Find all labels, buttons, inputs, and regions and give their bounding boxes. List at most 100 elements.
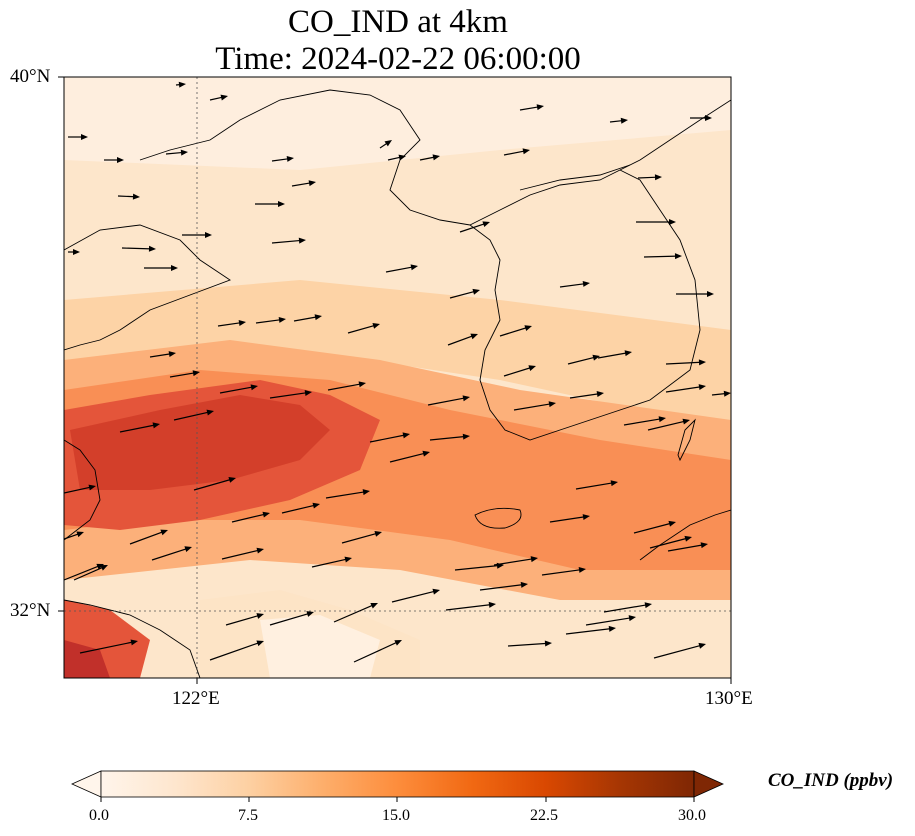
wind-vector-shaft [311, 558, 348, 568]
wind-vector-shaft [389, 452, 426, 463]
wind-vector-head [472, 288, 480, 295]
wind-vector-head [160, 529, 168, 536]
wind-vector-shaft [119, 424, 156, 433]
wind-vector-shaft [64, 565, 100, 581]
wind-vector-shaft [353, 641, 398, 663]
wind-vector-head [384, 140, 392, 147]
wind-vector-shaft [341, 532, 378, 544]
lon-label-122e: 122°E [172, 688, 220, 709]
colorbar-high-extend [693, 770, 724, 798]
wind-vector-shaft [387, 156, 402, 161]
wind-vector-shaft [667, 544, 704, 552]
colorbar-tick-label: 22.5 [530, 807, 558, 824]
wind-vector-shaft [291, 182, 312, 187]
wind-vector-shaft [507, 642, 548, 647]
map-frame [63, 76, 732, 679]
wind-vector-head [286, 155, 294, 162]
concentration-field [64, 77, 731, 678]
wind-vector-head [669, 219, 676, 225]
wind-vector-head [700, 542, 708, 549]
wind-vector-shaft [454, 564, 500, 571]
wind-vector-shaft [609, 119, 624, 123]
wind-vector-shaft [493, 558, 534, 566]
wind-vector-shaft [447, 335, 474, 346]
wind-vectors [64, 81, 731, 663]
wind-vector-head [81, 134, 88, 140]
wind-vector-shaft [479, 584, 524, 591]
wind-vector-head [304, 390, 312, 396]
wind-vector-head [256, 640, 264, 647]
wind-vector-shaft [567, 356, 596, 365]
wind-vector-head [394, 640, 402, 646]
wind-vector-shaft [665, 386, 702, 393]
wind-vector-shaft [541, 569, 582, 576]
wind-vector-head [432, 588, 440, 595]
wind-vector-head [184, 546, 192, 553]
wind-vector-shaft [293, 316, 318, 322]
wind-vector-shaft [603, 604, 648, 613]
wind-vector-head [178, 81, 186, 88]
wind-vector-head [180, 149, 188, 156]
colorbar-tick-label: 30.0 [678, 807, 706, 824]
colorbar-label: CO_IND (ppbv) [768, 770, 894, 791]
lat-label-40n: 40°N [10, 66, 51, 87]
wind-vector-shaft [219, 386, 254, 394]
wind-vector-head [256, 547, 264, 554]
wind-vector-head [654, 174, 662, 181]
wind-vector-head [278, 201, 285, 207]
wind-vector-head [462, 395, 470, 402]
wind-vector-shaft [637, 176, 658, 179]
wind-vector-shaft [711, 392, 727, 396]
colorbar-tick-label: 0.0 [89, 807, 109, 824]
wind-vector-shaft [129, 531, 164, 545]
wind-vector-head [682, 418, 690, 425]
wind-vector-head [130, 639, 138, 646]
wind-vector-head [582, 514, 590, 521]
wind-vector-shaft [597, 352, 628, 359]
axis-ticks [58, 76, 732, 684]
wind-vector-shaft [665, 361, 702, 365]
wind-vector-shaft [64, 533, 80, 540]
wind-vector-shaft [173, 411, 210, 421]
wind-vector-head [698, 359, 706, 366]
map-time-subtitle: Time: 2024-02-22 06:00:00 [215, 41, 581, 77]
wind-vector-shaft [121, 247, 152, 250]
wind-vector-shaft [149, 353, 172, 358]
wind-vector-shaft [333, 604, 374, 623]
wind-vector-head [370, 603, 378, 609]
coastline [64, 89, 731, 678]
wind-vector-shaft [569, 393, 600, 399]
wind-vector-shaft [169, 372, 196, 378]
wind-vector-shaft [325, 491, 366, 499]
wind-vector-shaft [209, 642, 260, 661]
wind-vector-head [358, 381, 366, 388]
wind-vector-head [698, 384, 706, 391]
wind-vector-head [372, 323, 380, 329]
colorbar-tick-label: 15.0 [382, 807, 410, 824]
wind-vector-head [578, 566, 586, 573]
wind-vector-head [250, 384, 258, 391]
wind-vector-head [592, 354, 600, 361]
wind-vector-shaft [193, 478, 232, 491]
wind-vector-head [205, 232, 212, 238]
wind-vector-head [117, 157, 124, 163]
wind-vector-head [520, 581, 528, 588]
wind-vector-head [278, 316, 286, 323]
wind-vector-head [658, 416, 666, 423]
wind-vector-shaft [623, 418, 662, 426]
wind-vector-head [256, 613, 264, 619]
wind-vector-head [530, 556, 538, 563]
colorbar [71, 770, 724, 802]
wind-vector-head [432, 154, 440, 161]
wind-vector-head [152, 422, 160, 429]
wind-vector-head [628, 615, 636, 622]
wind-vector-shaft [385, 266, 414, 273]
wind-vector-shaft [565, 627, 612, 635]
wind-vector-head [668, 520, 676, 527]
wind-vector-head [610, 480, 618, 487]
wind-vector-head [620, 117, 628, 124]
wind-vector-shaft [271, 158, 290, 162]
wind-vector-head [410, 264, 418, 271]
lat-label-32n: 32°N [10, 600, 51, 621]
